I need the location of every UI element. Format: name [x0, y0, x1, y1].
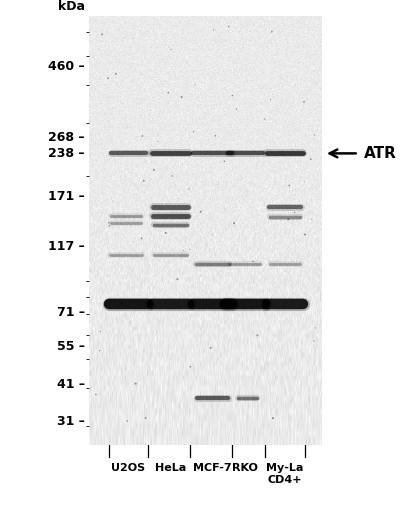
- Point: [141, 177, 147, 185]
- Point: [301, 98, 307, 106]
- Point: [311, 131, 318, 139]
- Point: [212, 132, 218, 140]
- Point: [268, 96, 274, 104]
- Point: [139, 132, 145, 140]
- Point: [174, 275, 181, 283]
- Point: [93, 390, 99, 399]
- Point: [209, 231, 216, 239]
- Point: [233, 105, 240, 113]
- Point: [106, 219, 112, 227]
- Text: 460 –: 460 –: [48, 60, 85, 73]
- Point: [291, 208, 298, 217]
- Point: [231, 219, 237, 227]
- Point: [151, 166, 157, 174]
- Text: 268 –: 268 –: [48, 131, 85, 144]
- Text: 31 –: 31 –: [57, 415, 85, 428]
- Point: [112, 70, 119, 78]
- Point: [119, 299, 125, 307]
- Text: 117 –: 117 –: [48, 240, 85, 253]
- Point: [97, 328, 104, 336]
- Point: [138, 234, 145, 242]
- Text: RKO: RKO: [232, 463, 258, 473]
- Text: 55 –: 55 –: [57, 339, 85, 353]
- Point: [312, 324, 318, 332]
- Point: [168, 45, 174, 54]
- Point: [254, 331, 261, 339]
- Point: [262, 115, 268, 123]
- Point: [155, 137, 162, 146]
- Point: [162, 299, 168, 307]
- Point: [301, 178, 307, 186]
- Point: [142, 414, 149, 422]
- Point: [269, 28, 275, 36]
- Point: [124, 417, 131, 425]
- Point: [187, 245, 193, 253]
- Point: [215, 180, 221, 188]
- Point: [105, 74, 111, 82]
- Point: [229, 91, 236, 100]
- Point: [132, 380, 139, 388]
- Point: [181, 246, 187, 254]
- Text: HeLa: HeLa: [155, 463, 186, 473]
- Point: [97, 346, 103, 355]
- Text: MCF-7: MCF-7: [193, 463, 232, 473]
- Point: [250, 257, 256, 265]
- Point: [197, 207, 204, 216]
- Point: [176, 195, 182, 203]
- Point: [302, 230, 308, 239]
- Point: [179, 93, 185, 101]
- Point: [286, 181, 293, 190]
- Point: [187, 362, 193, 370]
- Text: kDa: kDa: [58, 0, 85, 13]
- Text: My-La
CD4+: My-La CD4+: [266, 463, 304, 485]
- Point: [210, 26, 217, 34]
- Point: [162, 229, 169, 237]
- Text: 71 –: 71 –: [57, 306, 85, 319]
- Text: 171 –: 171 –: [48, 191, 85, 203]
- Point: [99, 30, 105, 38]
- Point: [221, 157, 228, 166]
- Point: [169, 172, 175, 180]
- Point: [285, 215, 292, 223]
- Point: [165, 88, 171, 97]
- Point: [270, 414, 276, 422]
- Text: ATR: ATR: [364, 146, 397, 161]
- Text: 238 –: 238 –: [48, 147, 85, 160]
- Point: [261, 296, 267, 304]
- Point: [192, 81, 199, 89]
- Point: [311, 337, 317, 345]
- Point: [307, 155, 314, 164]
- Point: [208, 344, 214, 352]
- Point: [190, 128, 197, 136]
- Point: [226, 22, 232, 31]
- Text: U2OS: U2OS: [111, 463, 145, 473]
- Point: [186, 185, 192, 193]
- Point: [309, 215, 315, 223]
- Text: 41 –: 41 –: [57, 378, 85, 391]
- Point: [106, 222, 112, 230]
